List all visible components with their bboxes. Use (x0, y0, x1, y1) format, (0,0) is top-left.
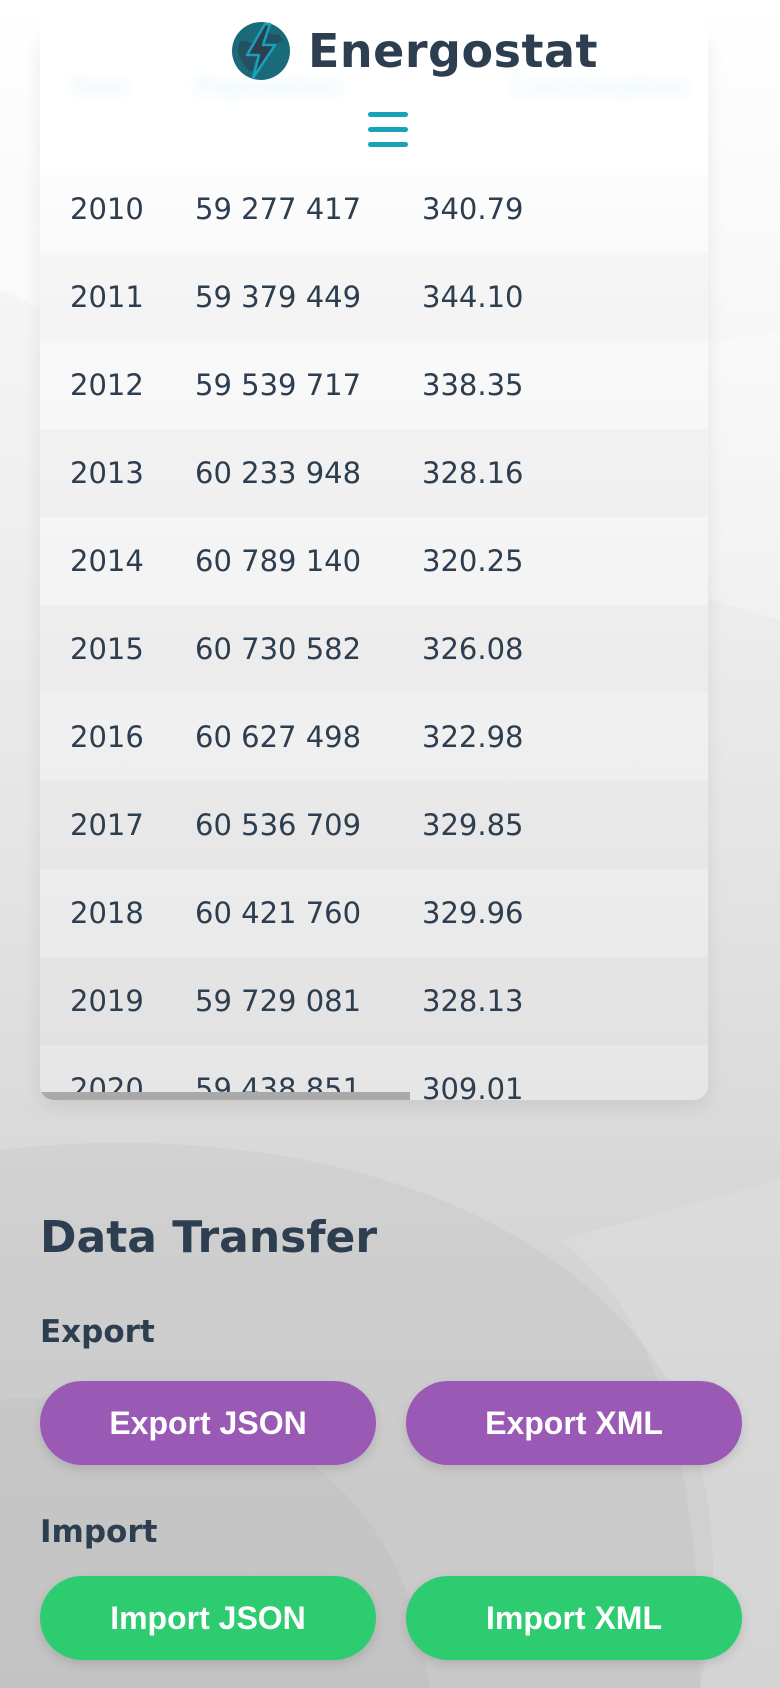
cell-consumption: 328.13 (422, 984, 524, 1018)
cell-year: 2011 (70, 280, 144, 314)
import-heading: Import (40, 1514, 158, 1550)
cell-population: 59 539 717 (195, 368, 362, 402)
cell-population: 59 277 417 (195, 192, 362, 226)
cell-consumption: 344.10 (422, 280, 524, 314)
table-row: 2011 59 379 449 344.10 (40, 253, 708, 341)
cell-year: 2010 (70, 192, 144, 226)
cell-year: 2019 (70, 984, 144, 1018)
cell-population: 59 379 449 (195, 280, 362, 314)
export-heading: Export (40, 1314, 155, 1350)
table-row: 2013 60 233 948 328.16 (40, 429, 708, 517)
cell-population: 60 233 948 (195, 456, 362, 490)
brand-name[interactable]: Energostat (308, 24, 598, 78)
table-row: 2015 60 730 582 326.08 (40, 605, 708, 693)
cell-population: 60 730 582 (195, 632, 362, 666)
import-json-button[interactable]: Import JSON (40, 1576, 376, 1660)
lightning-globe-icon[interactable] (230, 20, 292, 82)
data-transfer-title: Data Transfer (40, 1212, 378, 1263)
cell-population: 60 627 498 (195, 720, 362, 754)
table-row: 2018 60 421 760 329.96 (40, 869, 708, 957)
table-row: 2017 60 536 709 329.85 (40, 781, 708, 869)
cell-consumption: 320.25 (422, 544, 524, 578)
cell-consumption: 326.08 (422, 632, 524, 666)
cell-population: 60 421 760 (195, 896, 362, 930)
cell-consumption: 338.35 (422, 368, 524, 402)
hamburger-menu-icon[interactable] (368, 112, 408, 150)
cell-consumption: 340.79 (422, 192, 524, 226)
table-body: 2010 59 277 417 340.79 2011 59 379 449 344.10… (40, 165, 708, 1100)
cell-population: 60 536 709 (195, 808, 362, 842)
top-header: Energostat (40, 0, 708, 175)
export-xml-button[interactable]: Export XML (406, 1381, 742, 1465)
cell-consumption: 329.96 (422, 896, 524, 930)
table-row: 2012 59 539 717 338.35 (40, 341, 708, 429)
table-row: 2020 59 438 851 309.01 (40, 1045, 708, 1100)
cell-consumption: 329.85 (422, 808, 524, 842)
cell-consumption: 322.98 (422, 720, 524, 754)
cell-year: 2014 (70, 544, 144, 578)
horizontal-scrollbar[interactable] (40, 1092, 410, 1100)
table-row: 2016 60 627 498 322.98 (40, 693, 708, 781)
cell-population: 60 789 140 (195, 544, 362, 578)
table-row: 2014 60 789 140 320.25 (40, 517, 708, 605)
table-row: 2019 59 729 081 328.13 (40, 957, 708, 1045)
cell-year: 2015 (70, 632, 144, 666)
cell-consumption: 328.16 (422, 456, 524, 490)
cell-year: 2013 (70, 456, 144, 490)
cell-year: 2012 (70, 368, 144, 402)
cell-consumption: 309.01 (422, 1072, 524, 1100)
table-row: 2010 59 277 417 340.79 (40, 165, 708, 253)
cell-year: 2017 (70, 808, 144, 842)
cell-population: 59 729 081 (195, 984, 362, 1018)
export-json-button[interactable]: Export JSON (40, 1381, 376, 1465)
cell-year: 2016 (70, 720, 144, 754)
cell-year: 2018 (70, 896, 144, 930)
import-xml-button[interactable]: Import XML (406, 1576, 742, 1660)
